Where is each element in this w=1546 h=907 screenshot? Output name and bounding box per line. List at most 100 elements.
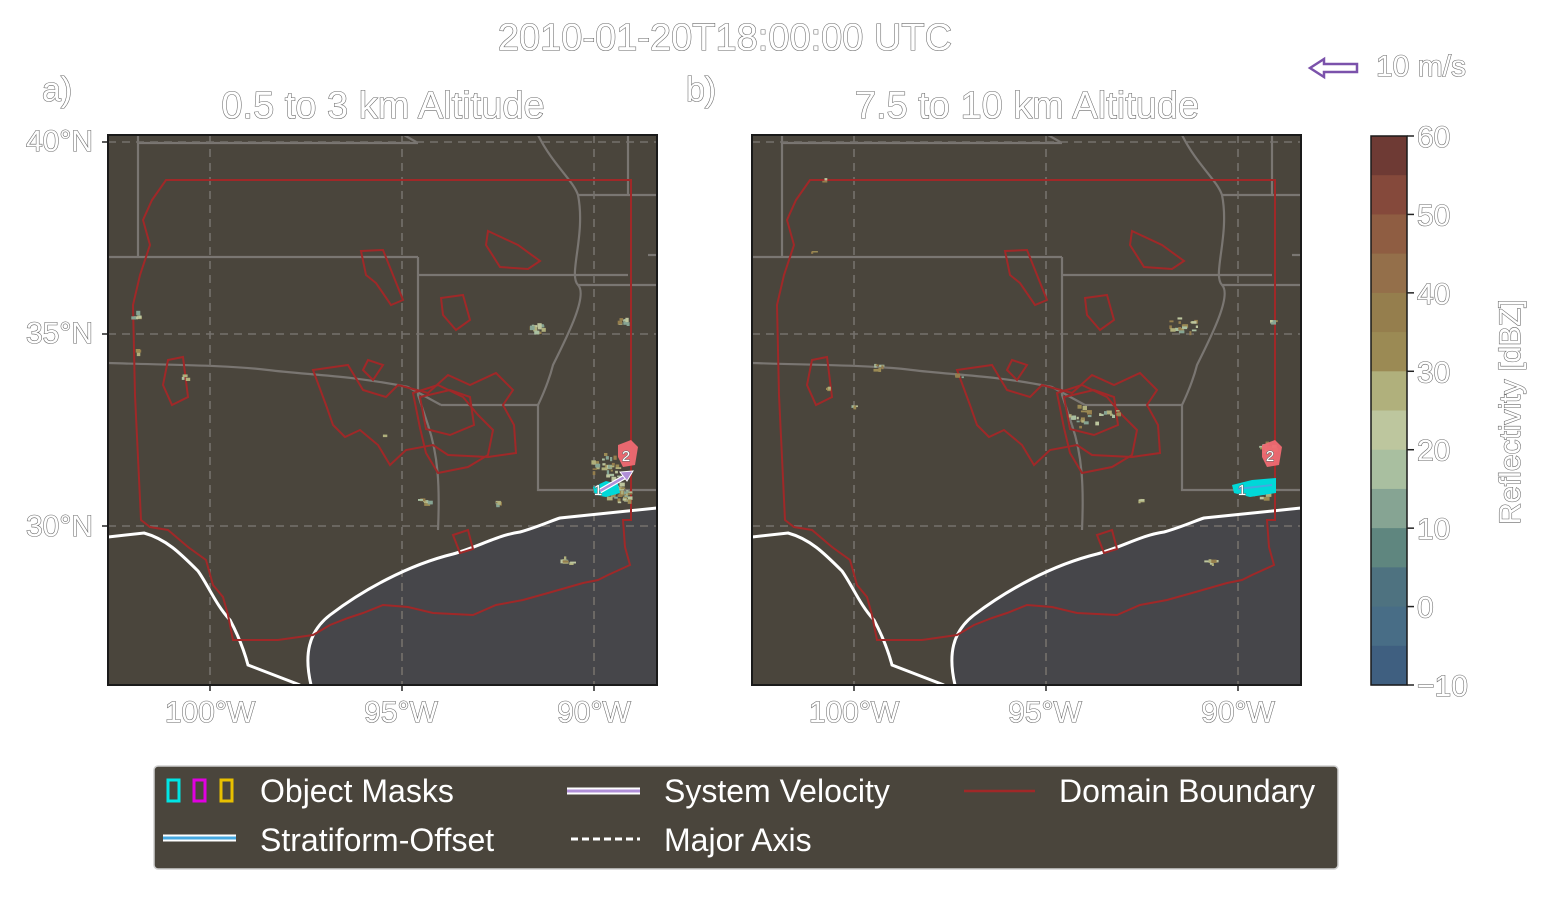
reflectivity-speckle bbox=[881, 365, 884, 370]
reflectivity-speckle bbox=[418, 499, 423, 501]
graticule bbox=[752, 135, 1301, 685]
reflectivity-speckle bbox=[1263, 497, 1270, 501]
reflectivity-speckle bbox=[593, 461, 599, 465]
mask-swatch-magenta bbox=[192, 778, 207, 803]
reflectivity-speckle bbox=[569, 562, 574, 565]
lat-label-30n: 30°N bbox=[26, 510, 93, 543]
mask-swatch-yellow bbox=[219, 778, 234, 803]
colorbar-band bbox=[1371, 488, 1407, 529]
reflectivity-speckle bbox=[541, 327, 546, 332]
reflectivity-speckle bbox=[136, 352, 141, 357]
reflectivity-speckle bbox=[1259, 445, 1263, 448]
reflectivity-speckle bbox=[560, 559, 564, 564]
storm-outline bbox=[451, 528, 475, 555]
reflectivity-speckle bbox=[828, 386, 831, 390]
reflectivity-speckle bbox=[1077, 404, 1082, 409]
reflectivity-speckle bbox=[626, 493, 629, 496]
reflectivity-speckle bbox=[811, 251, 814, 254]
reflectivity-speckle bbox=[627, 496, 633, 500]
storm-outline bbox=[805, 355, 834, 407]
reflectivity-speckle bbox=[1178, 327, 1182, 331]
reflectivity-speckle bbox=[625, 495, 628, 498]
reflectivity-speckle bbox=[878, 367, 882, 372]
reflectivity-speckle bbox=[1211, 563, 1214, 566]
reflectivity-speckle bbox=[610, 469, 613, 472]
object-label-2: 2 bbox=[1266, 448, 1274, 465]
reflectivity-speckle bbox=[874, 363, 877, 368]
reflectivity-speckle bbox=[1208, 559, 1212, 563]
reflectivity-speckle bbox=[1259, 496, 1264, 500]
reflectivity-speckle bbox=[131, 316, 137, 320]
reflectivity-speckle bbox=[1175, 327, 1180, 331]
state-border-line bbox=[108, 361, 442, 406]
colorbar-band bbox=[1371, 253, 1407, 294]
reflectivity-speckle bbox=[530, 325, 535, 331]
reflectivity-speckle bbox=[609, 465, 615, 468]
reflectivity-speckle bbox=[622, 498, 627, 501]
colorbar-tick-label: 0 bbox=[1417, 592, 1434, 625]
gulf-of-mexico bbox=[307, 508, 657, 685]
reflectivity-speckle bbox=[1110, 413, 1113, 416]
quiver-key-label: 10 m/s bbox=[1376, 50, 1466, 83]
reflectivity-speckle bbox=[1116, 410, 1120, 412]
colorbar-band bbox=[1371, 214, 1407, 255]
reflectivity-speckle bbox=[625, 317, 629, 323]
storm-outline bbox=[161, 355, 190, 407]
reflectivity-speckle bbox=[614, 496, 618, 499]
reflectivity-speckle bbox=[592, 468, 597, 470]
colorbar-band bbox=[1371, 332, 1407, 372]
reflectivity-speckle bbox=[423, 500, 427, 504]
reflectivity-speckle bbox=[1068, 414, 1072, 418]
reflectivity-speckle bbox=[537, 326, 542, 330]
quiver-key: 10 m/s bbox=[1307, 49, 1467, 84]
velocity-arrow-head bbox=[619, 470, 634, 482]
reflectivity-speckle bbox=[606, 496, 613, 501]
reflectivity-speckle bbox=[592, 471, 596, 476]
panel-a-title: 0.5 to 3 km Altitude bbox=[221, 85, 544, 127]
legend-label-stratiform-offset: Stratiform-Offset bbox=[260, 822, 494, 858]
reflectivity-speckle bbox=[1099, 413, 1102, 416]
reflectivity-speckle bbox=[1169, 325, 1172, 329]
reflectivity-speckle bbox=[182, 374, 188, 378]
reflectivity-speckle bbox=[537, 323, 542, 328]
reflectivity-speckle bbox=[1076, 416, 1079, 420]
reflectivity-speckle bbox=[1080, 410, 1087, 413]
object-label-1: 1 bbox=[1238, 482, 1246, 499]
colorbar-tick-label: 50 bbox=[1417, 199, 1450, 232]
reflectivity-speckle bbox=[617, 475, 622, 478]
storm-outline bbox=[439, 293, 472, 332]
map-frame bbox=[107, 134, 658, 686]
reflectivity-speckle bbox=[617, 494, 623, 497]
legend-label-object-masks: Object Masks bbox=[260, 773, 454, 809]
reflectivity-speckle bbox=[1265, 492, 1272, 497]
reflectivity-speckle bbox=[615, 464, 620, 469]
colorbar-tick-label: 30 bbox=[1417, 356, 1450, 389]
legend-label-major-axis: Major Axis bbox=[664, 822, 812, 858]
reflectivity-speckle bbox=[1178, 321, 1181, 324]
reflectivity-speckle bbox=[1191, 321, 1197, 324]
domain-boundary bbox=[131, 179, 632, 641]
coastline bbox=[108, 506, 657, 685]
reflectivity-speckle bbox=[1106, 410, 1112, 415]
colorbar-band bbox=[1371, 645, 1407, 686]
state-border-line bbox=[416, 257, 430, 426]
reflectivity-speckle bbox=[619, 482, 625, 487]
reflectivity-field bbox=[131, 310, 633, 565]
reflectivity-speckle bbox=[623, 491, 629, 495]
reflectivity-speckle bbox=[605, 456, 609, 460]
lat-label-35n: 35°N bbox=[26, 317, 93, 350]
reflectivity-speckle bbox=[628, 491, 633, 494]
reflectivity-speckle bbox=[382, 434, 388, 438]
legend-box bbox=[153, 765, 1339, 870]
reflectivity-speckle bbox=[1189, 331, 1192, 336]
reflectivity-speckle bbox=[604, 453, 608, 456]
reflectivity-speckle bbox=[812, 251, 818, 253]
reflectivity-speckle bbox=[1081, 418, 1084, 421]
colorbar-tick-label: 10 bbox=[1417, 513, 1450, 546]
reflectivity-speckle bbox=[606, 470, 610, 475]
storm-outline bbox=[1083, 293, 1116, 332]
tracked-storm-outlines bbox=[161, 229, 542, 555]
object-label-1: 1 bbox=[594, 482, 602, 499]
reflectivity-speckle bbox=[611, 476, 617, 481]
reflectivity-speckle bbox=[620, 487, 626, 490]
